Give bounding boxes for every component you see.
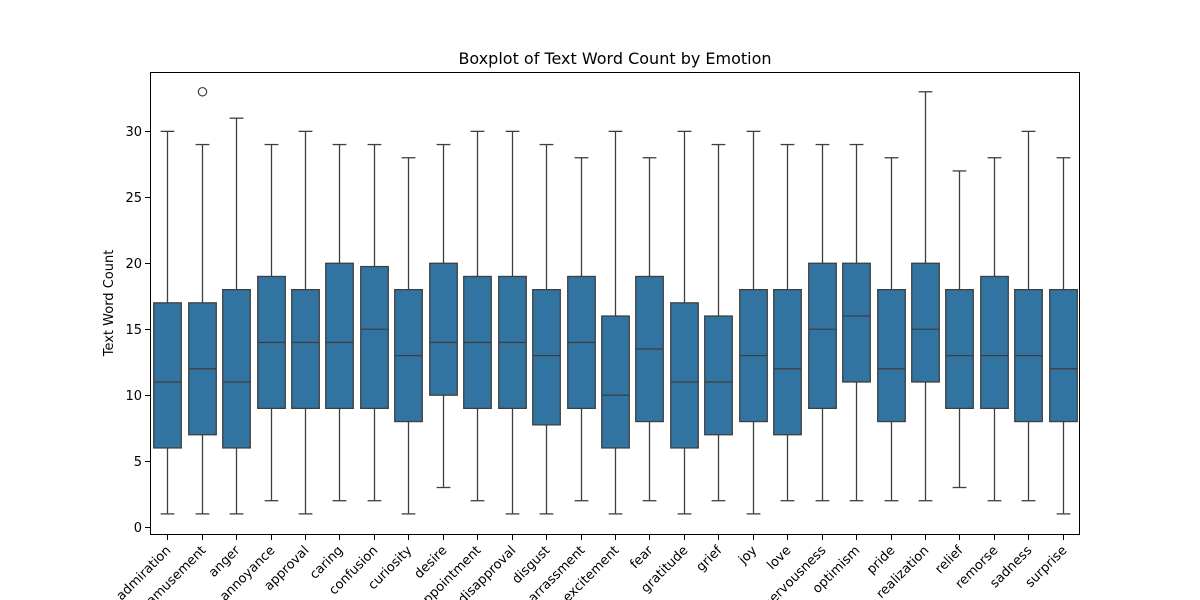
y-tick-label: 30 (125, 125, 142, 140)
plot-frame (150, 72, 1080, 535)
box-gratitude (670, 302, 699, 449)
box-remorse (980, 275, 1009, 410)
x-tick-label: love (764, 543, 794, 573)
box-disgust (532, 288, 561, 426)
box-caring (325, 262, 354, 410)
y-tick-label: 15 (125, 323, 142, 338)
y-tick-label: 0 (134, 521, 142, 536)
box-grief (704, 315, 733, 436)
box-optimism (842, 262, 871, 383)
box-love (773, 288, 802, 436)
box-relief (945, 288, 974, 410)
y-axis-label: Text Word Count (102, 250, 117, 358)
chart-title: Boxplot of Text Word Count by Emotion (458, 49, 771, 68)
y-tick-label: 5 (134, 455, 142, 470)
box-nervousness (808, 262, 837, 410)
y-tick-label: 25 (125, 191, 142, 206)
box-confusion (360, 265, 389, 410)
plot-area: 051015202530admirationamusementangeranno… (114, 86, 1078, 600)
x-tick-label: fear (627, 543, 656, 572)
box-approval (291, 288, 320, 410)
box-surprise (1049, 288, 1078, 423)
box-desire (429, 262, 458, 396)
box-pride (877, 288, 906, 423)
y-tick-label: 20 (125, 257, 142, 272)
outlier-point (197, 86, 208, 97)
x-tick-label: joy (735, 543, 760, 568)
box-realization (911, 262, 940, 383)
box-admiration (153, 302, 182, 449)
box-anger (222, 288, 251, 449)
x-tick-label: grief (694, 543, 726, 575)
y-tick-label: 10 (125, 389, 142, 404)
box-excitement (601, 315, 630, 449)
